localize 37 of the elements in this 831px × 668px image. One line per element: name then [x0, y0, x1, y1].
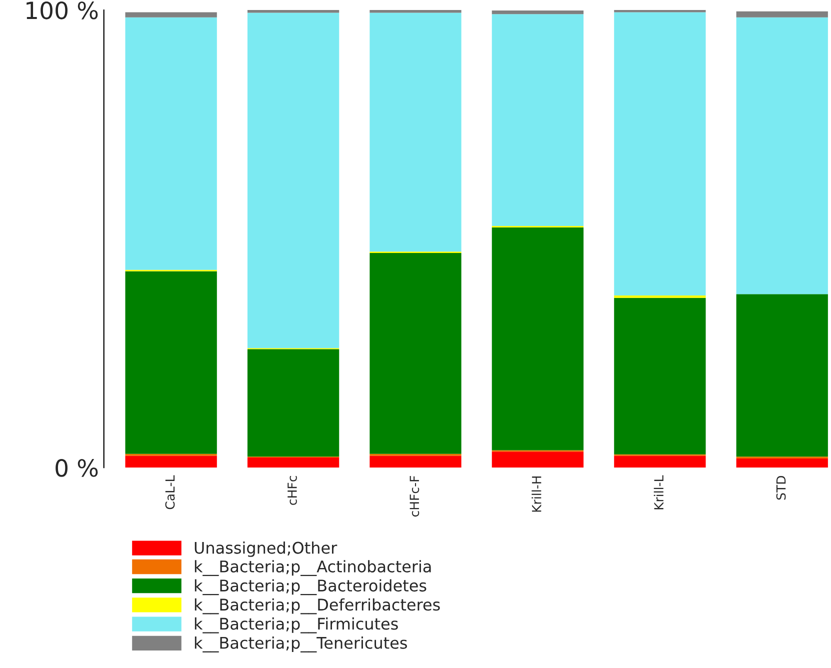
bar — [614, 298, 706, 454]
y-tick-label: 100 % — [26, 1, 98, 20]
bar — [125, 17, 217, 270]
legend-label: k__Bacteria;p__Deferribacteres — [194, 598, 440, 614]
bar — [492, 10, 584, 14]
x-tick-label: Krill-H — [532, 476, 542, 512]
bar — [125, 12, 217, 18]
x-tick-label: cHFc-F — [410, 476, 420, 517]
legend-label: k__Bacteria;p__Bacteroidetes — [194, 579, 426, 596]
bar — [247, 349, 340, 457]
legend-label: k__Bacteria;p__Firmicutes — [194, 617, 398, 634]
bar — [370, 456, 462, 468]
legend-label: k__Bacteria;p__Tenericutes — [194, 636, 407, 652]
x-tick-label: cHFc — [288, 476, 297, 505]
bar — [492, 227, 584, 450]
bar — [370, 10, 462, 13]
bar — [736, 17, 828, 294]
bar — [247, 10, 340, 13]
bar — [492, 14, 584, 226]
bar — [370, 12, 462, 252]
bar — [614, 456, 706, 468]
bar — [125, 456, 217, 468]
bar — [736, 11, 828, 18]
bar — [247, 458, 340, 468]
bar — [247, 12, 340, 348]
bar — [492, 452, 584, 468]
legend-label: Unassigned;Other — [194, 541, 338, 557]
bar — [736, 294, 828, 457]
x-tick-label: CaL-L — [165, 475, 175, 510]
bar — [370, 252, 462, 454]
x-tick-label: STD — [776, 476, 786, 500]
bar — [614, 12, 706, 296]
legend-label: k__Bacteria;p__Actinobacteria — [194, 560, 431, 576]
x-tick-label: Krill-L — [654, 475, 664, 510]
bar — [125, 271, 217, 454]
y-tick-label: 0 % — [56, 459, 98, 477]
bar — [736, 458, 828, 468]
